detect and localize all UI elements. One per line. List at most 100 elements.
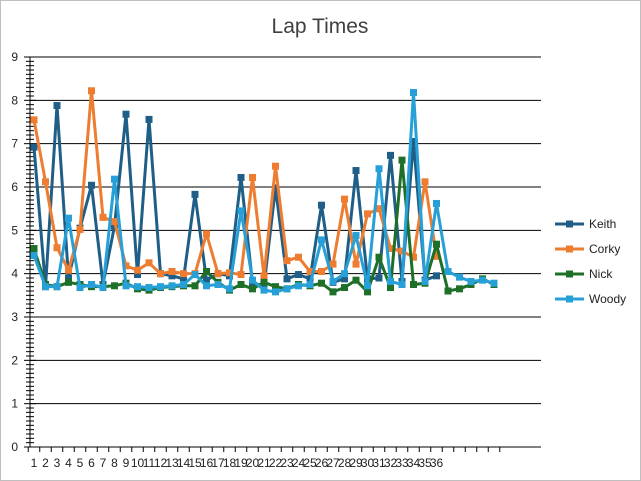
data-point xyxy=(352,167,360,175)
x-tick-label: 9 xyxy=(123,456,130,470)
data-point xyxy=(134,283,141,291)
data-point xyxy=(341,270,348,278)
data-point xyxy=(42,283,49,291)
x-tick-label: 35 xyxy=(418,456,432,470)
legend-item-woody: Woody xyxy=(555,292,626,306)
data-point xyxy=(191,271,199,279)
y-tick-label: 9 xyxy=(11,50,18,64)
data-point xyxy=(157,270,164,278)
x-tick-label: 1 xyxy=(31,456,38,470)
data-point xyxy=(145,115,153,123)
data-point xyxy=(214,281,222,288)
data-point xyxy=(329,288,337,296)
x-tick-label: 6 xyxy=(88,456,95,470)
x-tick-label: 13 xyxy=(165,456,179,470)
x-tick-label: 22 xyxy=(269,456,283,470)
data-point xyxy=(375,165,383,173)
data-point xyxy=(375,205,383,213)
data-point xyxy=(180,270,187,278)
data-point xyxy=(145,284,153,292)
legend-item-nick: Nick xyxy=(555,267,613,281)
y-tick-label: 1 xyxy=(11,397,18,411)
y-tick-label: 0 xyxy=(11,440,18,454)
x-tick-label: 2 xyxy=(42,456,49,470)
x-tick-label: 12 xyxy=(154,456,168,470)
legend-label: Nick xyxy=(589,267,613,281)
data-point xyxy=(134,266,141,274)
data-point xyxy=(456,285,463,293)
data-point xyxy=(191,190,199,198)
data-point xyxy=(237,281,245,288)
data-point xyxy=(145,259,153,267)
x-tick-label: 25 xyxy=(303,456,317,470)
data-point xyxy=(398,156,406,164)
data-point xyxy=(203,268,210,275)
data-point xyxy=(65,266,72,274)
x-tick-label: 34 xyxy=(407,456,421,470)
data-point xyxy=(260,272,268,280)
y-tick-label: 5 xyxy=(11,223,18,237)
data-point xyxy=(260,278,268,286)
data-point xyxy=(111,218,118,226)
x-tick-label: 26 xyxy=(315,456,329,470)
data-point xyxy=(387,277,394,285)
data-point xyxy=(433,272,440,280)
data-point xyxy=(306,268,314,275)
data-point xyxy=(490,279,498,287)
data-point xyxy=(53,283,61,291)
x-tick-label: 18 xyxy=(223,456,237,470)
data-point xyxy=(444,268,452,275)
data-point xyxy=(272,184,279,192)
data-point xyxy=(329,277,337,285)
data-point xyxy=(387,151,394,159)
data-point xyxy=(111,175,118,183)
x-axis: 1 2 3 4 5 6 7 8 9 1011121314151617181920212223242… xyxy=(27,447,501,470)
series-corky xyxy=(30,87,440,280)
data-point xyxy=(467,277,475,285)
data-point xyxy=(88,181,95,189)
data-point xyxy=(111,282,118,290)
series-lines xyxy=(30,87,498,296)
data-point xyxy=(364,282,371,290)
data-point xyxy=(237,271,245,279)
legend: Keith Corky Nick Woody xyxy=(555,217,626,306)
data-point xyxy=(318,236,325,244)
x-tick-label: 24 xyxy=(292,456,306,470)
data-point xyxy=(65,278,72,286)
data-point xyxy=(203,276,210,284)
data-point xyxy=(306,281,314,288)
x-tick-label: 14 xyxy=(177,456,191,470)
data-point xyxy=(249,285,256,293)
data-point xyxy=(203,282,210,290)
data-point xyxy=(433,199,440,207)
data-point xyxy=(88,281,95,288)
x-tick-label: 7 xyxy=(100,456,107,470)
data-point xyxy=(318,268,325,275)
data-point xyxy=(283,257,291,265)
legend-swatch-marker xyxy=(566,220,573,228)
data-point xyxy=(30,143,38,151)
data-point xyxy=(352,260,360,268)
y-tick-label: 6 xyxy=(11,180,18,194)
data-point xyxy=(421,277,429,285)
data-point xyxy=(157,283,164,291)
data-point xyxy=(249,276,256,284)
y-tick-label: 2 xyxy=(11,353,18,367)
data-point xyxy=(329,260,337,268)
data-point xyxy=(456,273,463,281)
data-point xyxy=(42,178,49,186)
data-point xyxy=(65,274,72,282)
x-tick-label: 15 xyxy=(188,456,202,470)
x-tick-label: 8 xyxy=(111,456,118,470)
x-tick-label: 5 xyxy=(77,456,84,470)
data-point xyxy=(122,282,130,290)
x-tick-label: 17 xyxy=(211,456,225,470)
data-point xyxy=(295,253,302,261)
data-point xyxy=(134,271,141,279)
x-tick-label: 21 xyxy=(257,456,271,470)
data-point xyxy=(352,232,360,240)
data-point xyxy=(352,276,360,284)
y-axis-ticks: 0 1 2 3 4 5 6 7 8 9 xyxy=(11,50,36,454)
data-point xyxy=(168,282,176,290)
